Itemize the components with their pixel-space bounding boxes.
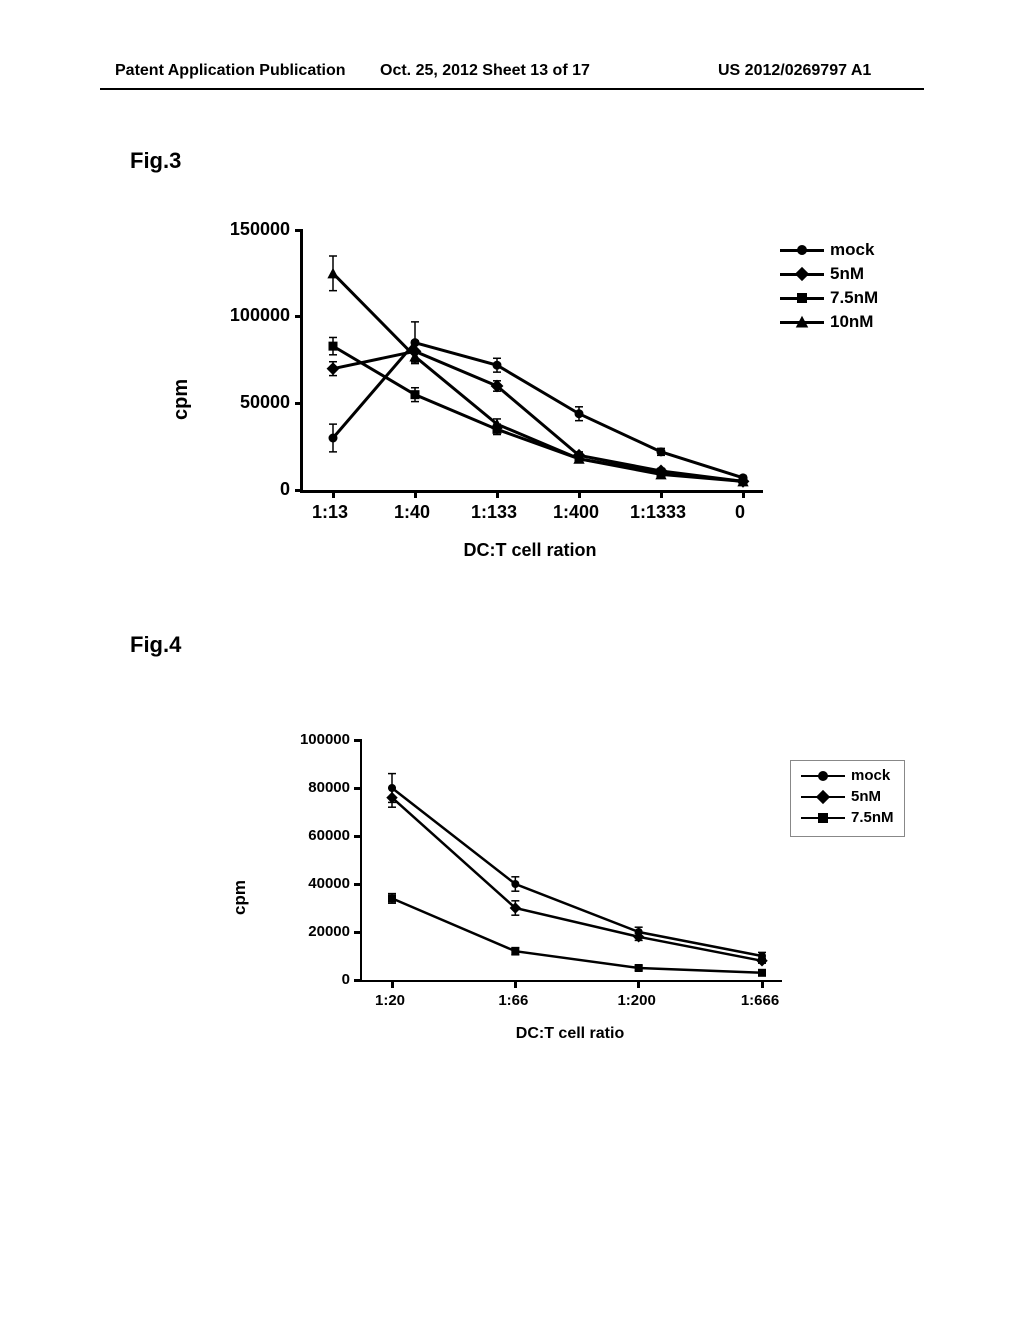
fig4-ylabel: cpm <box>230 880 250 915</box>
ytick-label: 0 <box>205 479 290 500</box>
fig3-ylabel: cpm <box>170 379 193 420</box>
square-icon <box>801 810 845 826</box>
ytick-label: 0 <box>265 971 350 988</box>
header-left: Patent Application Publication <box>115 62 346 80</box>
fig4-plot <box>360 740 782 982</box>
xtick-label: 1:400 <box>541 502 611 523</box>
xtick-label: 1:66 <box>478 992 548 1009</box>
fig3-plot <box>300 230 763 493</box>
square-icon <box>780 290 824 306</box>
fig3-label: Fig.3 <box>130 148 181 174</box>
legend-label: 7.5nM <box>851 809 894 826</box>
legend-label: 5nM <box>830 264 864 284</box>
ytick-label: 100000 <box>205 305 290 326</box>
header-rule <box>100 88 924 90</box>
legend-item: 5nM <box>780 264 878 284</box>
fig4-svg <box>362 740 782 980</box>
legend-label: 10nM <box>830 312 873 332</box>
xtick-label: 1:200 <box>602 992 672 1009</box>
ytick-label: 40000 <box>265 875 350 892</box>
legend-label: 7.5nM <box>830 288 878 308</box>
fig4-legend: mock 5nM 7.5nM <box>790 760 905 837</box>
xtick-label: 1:13 <box>295 502 365 523</box>
ytick-label: 20000 <box>265 923 350 940</box>
diamond-icon <box>780 266 824 282</box>
fig3-legend: mock 5nM 7.5nM 10nM <box>780 240 878 336</box>
legend-label: 5nM <box>851 788 881 805</box>
header-right: US 2012/0269797 A1 <box>718 62 871 80</box>
legend-item: mock <box>801 767 894 784</box>
legend-label: mock <box>830 240 874 260</box>
circle-icon <box>780 242 824 258</box>
legend-item: mock <box>780 240 878 260</box>
circle-icon <box>801 768 845 784</box>
fig3-chart: cpm mock 5nM 7.5nM 10nM DC:T cell ration 0 5… <box>150 220 880 570</box>
legend-item: 7.5nM <box>780 288 878 308</box>
xtick-label: 0 <box>705 502 775 523</box>
xtick-label: 1:40 <box>377 502 447 523</box>
legend-item: 10nM <box>780 312 878 332</box>
legend-label: mock <box>851 767 890 784</box>
xtick-label: 1:20 <box>355 992 425 1009</box>
fig3-xlabel: DC:T cell ration <box>300 540 760 561</box>
xtick-label: 1:1333 <box>623 502 693 523</box>
header-mid: Oct. 25, 2012 Sheet 13 of 17 <box>380 62 590 80</box>
ytick-label: 50000 <box>205 392 290 413</box>
legend-item: 5nM <box>801 788 894 805</box>
fig4-label: Fig.4 <box>130 632 181 658</box>
xtick-label: 1:133 <box>459 502 529 523</box>
triangle-icon <box>780 314 824 330</box>
ytick-label: 60000 <box>265 827 350 844</box>
xtick-label: 1:666 <box>725 992 795 1009</box>
fig4-chart: cpm mock5nM7.5nM DC:T cell ratio 0200004… <box>210 730 890 1070</box>
fig4-xlabel: DC:T cell ratio <box>360 1025 780 1043</box>
diamond-icon <box>801 789 845 805</box>
fig3-svg <box>303 230 763 490</box>
ytick-label: 150000 <box>205 219 290 240</box>
legend-item: 7.5nM <box>801 809 894 826</box>
ytick-label: 100000 <box>265 731 350 748</box>
ytick-label: 80000 <box>265 779 350 796</box>
